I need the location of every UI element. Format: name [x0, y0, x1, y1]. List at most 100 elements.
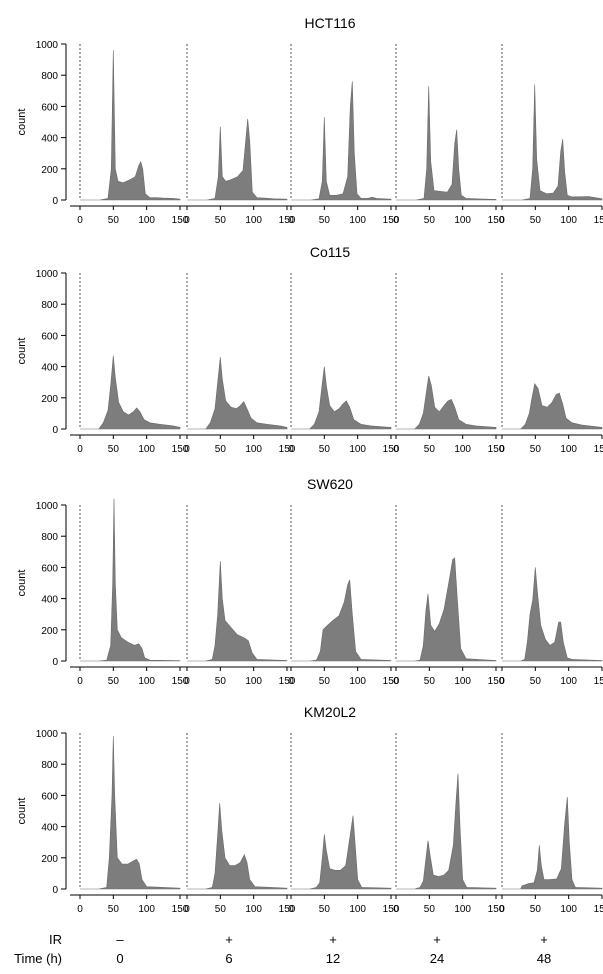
x-tick-label: 150: [172, 215, 189, 226]
histogram-area: [291, 81, 392, 201]
histogram-area: [80, 50, 181, 201]
x-tick-label: 100: [245, 676, 262, 687]
y-tick-label: 1000: [36, 501, 59, 512]
histogram-area: [396, 773, 497, 890]
y-axis-label: count: [16, 109, 28, 136]
x-tick-label: 0: [499, 676, 505, 687]
histogram-area: [187, 357, 288, 430]
x-tick-label: 100: [454, 676, 471, 687]
x-tick-label: 150: [172, 676, 189, 687]
x-tick-label: 100: [560, 444, 577, 455]
y-tick-label: 1000: [36, 269, 59, 280]
histogram-area: [187, 118, 288, 201]
x-tick-label: 0: [499, 444, 505, 455]
x-tick-label: 150: [279, 676, 296, 687]
x-tick-label: 50: [215, 444, 227, 455]
histogram-area: [291, 579, 392, 662]
histogram-area: [502, 567, 603, 662]
y-tick-label: 800: [41, 532, 58, 543]
x-tick-label: 100: [349, 444, 366, 455]
x-tick-label: 50: [530, 904, 542, 915]
time-label: Time (h): [14, 951, 62, 966]
x-tick-label: 0: [77, 215, 83, 226]
x-tick-label: 150: [172, 444, 189, 455]
y-tick-label: 1000: [36, 729, 59, 740]
x-tick-label: 150: [279, 904, 296, 915]
x-tick-label: 0: [393, 676, 399, 687]
time-value: 0: [116, 951, 124, 966]
x-tick-label: 150: [279, 215, 296, 226]
y-tick-label: 400: [41, 823, 58, 834]
x-tick-label: 150: [594, 215, 603, 226]
x-tick-label: 150: [383, 904, 400, 915]
histogram-area: [396, 375, 497, 430]
x-tick-label: 150: [594, 904, 603, 915]
x-tick-label: 50: [530, 215, 542, 226]
histogram-area: [502, 796, 603, 890]
x-tick-label: 50: [319, 904, 331, 915]
x-tick-label: 50: [215, 676, 227, 687]
ir-value: +: [433, 932, 441, 947]
y-tick-label: 800: [41, 300, 58, 311]
x-tick-label: 100: [349, 904, 366, 915]
x-tick-label: 50: [319, 676, 331, 687]
histogram-area: [291, 815, 392, 890]
histogram-area: [502, 383, 603, 430]
y-tick-label: 200: [41, 394, 58, 405]
x-tick-label: 50: [108, 676, 120, 687]
x-tick-label: 0: [288, 215, 294, 226]
y-tick-label: 200: [41, 165, 58, 176]
histogram-area: [291, 366, 392, 430]
time-value: 48: [536, 951, 552, 966]
x-tick-label: 0: [288, 904, 294, 915]
x-tick-label: 150: [383, 444, 400, 455]
ir-row: IR – + + + +: [0, 930, 603, 950]
y-tick-label: 0: [52, 885, 58, 896]
x-tick-label: 100: [138, 904, 155, 915]
x-tick-label: 150: [594, 676, 603, 687]
x-tick-label: 0: [184, 444, 190, 455]
ir-value: +: [329, 932, 337, 947]
x-tick-label: 150: [383, 215, 400, 226]
x-tick-label: 0: [184, 676, 190, 687]
ir-value: –: [116, 932, 124, 947]
x-tick-label: 150: [594, 444, 603, 455]
y-tick-label: 200: [41, 854, 58, 865]
y-tick-label: 1000: [36, 40, 59, 51]
x-tick-label: 0: [393, 904, 399, 915]
chart-title: Co115: [310, 244, 350, 260]
x-tick-label: 100: [138, 215, 155, 226]
y-tick-label: 600: [41, 331, 58, 342]
x-tick-label: 50: [424, 676, 436, 687]
x-tick-label: 0: [499, 215, 505, 226]
y-axis-label: count: [16, 798, 28, 825]
x-tick-label: 150: [172, 904, 189, 915]
time-value: 24: [429, 951, 445, 966]
y-tick-label: 600: [41, 563, 58, 574]
histogram-area: [80, 355, 181, 430]
chart-title: KM20L2: [304, 704, 356, 720]
x-tick-label: 50: [319, 215, 331, 226]
x-tick-label: 150: [488, 215, 505, 226]
ir-value: +: [225, 932, 233, 947]
x-tick-label: 50: [530, 444, 542, 455]
y-tick-label: 0: [52, 196, 58, 207]
histogram-area: [80, 498, 181, 662]
x-tick-label: 100: [138, 676, 155, 687]
x-tick-label: 50: [108, 904, 120, 915]
y-tick-label: 800: [41, 760, 58, 771]
x-tick-label: 0: [77, 676, 83, 687]
time-value: 12: [325, 951, 341, 966]
x-tick-label: 100: [560, 676, 577, 687]
y-tick-label: 400: [41, 363, 58, 374]
y-tick-label: 600: [41, 791, 58, 802]
x-tick-label: 50: [424, 904, 436, 915]
x-tick-label: 50: [108, 215, 120, 226]
chart-title: HCT116: [304, 15, 355, 31]
histogram-area: [187, 561, 288, 662]
x-tick-label: 100: [138, 444, 155, 455]
y-tick-label: 400: [41, 595, 58, 606]
y-axis-label: count: [16, 338, 28, 365]
x-tick-label: 50: [215, 904, 227, 915]
